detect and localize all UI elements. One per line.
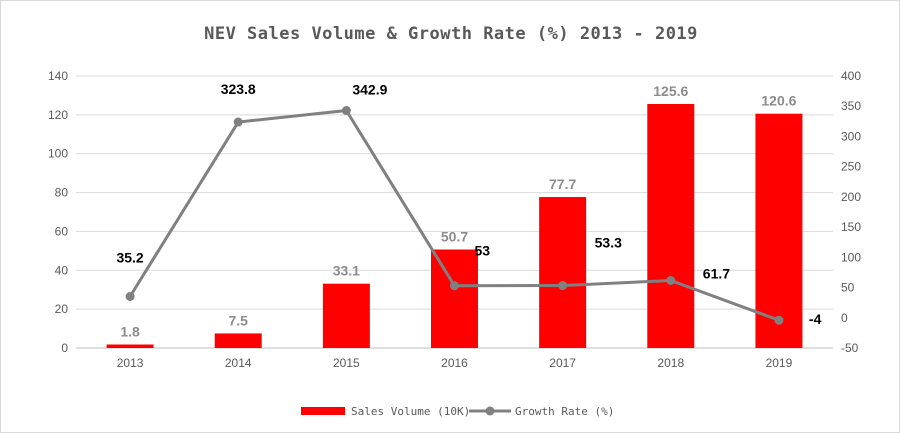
- growth-point-2014: [233, 117, 243, 127]
- y-right-tick-label: -50: [841, 341, 859, 355]
- bar-sales-2019: [755, 113, 803, 348]
- growth-point-2019: [774, 315, 784, 325]
- y-left-tick-label: 0: [61, 341, 68, 355]
- y-right-tick-label: 150: [841, 220, 861, 234]
- legend-swatch-sales: [301, 407, 345, 415]
- x-tick-label: 2013: [117, 356, 144, 370]
- growth-data-label: 323.8: [221, 81, 256, 97]
- bar-data-label: 1.8: [120, 324, 140, 340]
- x-axis: 2013 2014 2015 2016 2017 2018 2019: [117, 356, 793, 370]
- bar-sales-2013: [106, 344, 154, 348]
- growth-data-label: 53: [475, 243, 491, 259]
- data-labels: 1.8 7.5 33.1 50.7 77.7 125.6 120.6 35.2 323.8 342…: [116, 81, 821, 339]
- growth-point-2013: [125, 292, 135, 302]
- legend: Sales Volume (10K) Growth Rate (%): [301, 405, 614, 418]
- bar-data-label: 120.6: [761, 93, 796, 109]
- y-left-tick-label: 140: [48, 69, 68, 83]
- x-tick-label: 2018: [657, 356, 684, 370]
- bar-data-label: 77.7: [549, 176, 576, 192]
- x-tick-label: 2015: [333, 356, 360, 370]
- bar-series: [106, 103, 803, 348]
- growth-data-label: 35.2: [116, 250, 143, 266]
- y-right-tick-label: 250: [841, 160, 861, 174]
- gridlines: [76, 75, 833, 349]
- y-right-tick-label: 300: [841, 129, 861, 143]
- y-axis-left: 0 20 40 60 80 100 120 140: [48, 69, 68, 355]
- y-left-tick-label: 20: [55, 302, 69, 316]
- chart-title: NEV Sales Volume & Growth Rate (%) 2013 …: [204, 24, 698, 44]
- bar-sales-2018: [647, 103, 695, 348]
- growth-point-2015: [341, 106, 351, 116]
- growth-point-2016: [450, 281, 459, 291]
- growth-data-label: 61.7: [703, 265, 730, 281]
- bar-sales-2015: [322, 283, 370, 348]
- bar-sales-2017: [539, 197, 587, 348]
- y-right-tick-label: 400: [841, 69, 861, 83]
- y-left-tick-label: 100: [48, 147, 68, 161]
- growth-data-label: 342.9: [352, 82, 387, 98]
- x-tick-label: 2014: [225, 356, 252, 370]
- y-right-tick-label: 0: [841, 311, 848, 325]
- y-left-tick-label: 40: [55, 263, 69, 277]
- bar-data-label: 50.7: [441, 228, 468, 244]
- y-right-tick-label: 350: [841, 99, 861, 113]
- x-tick-label: 2016: [441, 356, 468, 370]
- bar-data-label: 33.1: [333, 263, 360, 279]
- y-left-tick-label: 80: [55, 186, 69, 200]
- y-right-tick-label: 200: [841, 190, 861, 204]
- y-right-tick-label: 100: [841, 250, 861, 264]
- growth-data-label: -4: [809, 311, 822, 327]
- line-series: [125, 106, 784, 325]
- growth-data-label: 53.3: [595, 235, 622, 251]
- legend-label-sales: Sales Volume (10K): [351, 405, 470, 418]
- y-axis-right: -50 0 50 100 150 200 250 300 350 400: [841, 69, 861, 355]
- legend-swatch-growth-marker: [485, 406, 495, 416]
- bar-data-label: 7.5: [228, 312, 248, 328]
- bar-sales-2014: [214, 333, 262, 348]
- legend-label-growth: Growth Rate (%): [515, 405, 614, 418]
- bar-sales-2016: [431, 249, 478, 348]
- bar-data-label: 125.6: [653, 83, 688, 99]
- y-right-tick-label: 50: [841, 281, 855, 295]
- y-left-tick-label: 120: [48, 108, 68, 122]
- x-tick-label: 2017: [549, 356, 576, 370]
- growth-point-2018: [666, 275, 676, 285]
- x-tick-label: 2019: [766, 356, 793, 370]
- growth-point-2017: [558, 281, 568, 291]
- y-left-tick-label: 60: [55, 224, 69, 238]
